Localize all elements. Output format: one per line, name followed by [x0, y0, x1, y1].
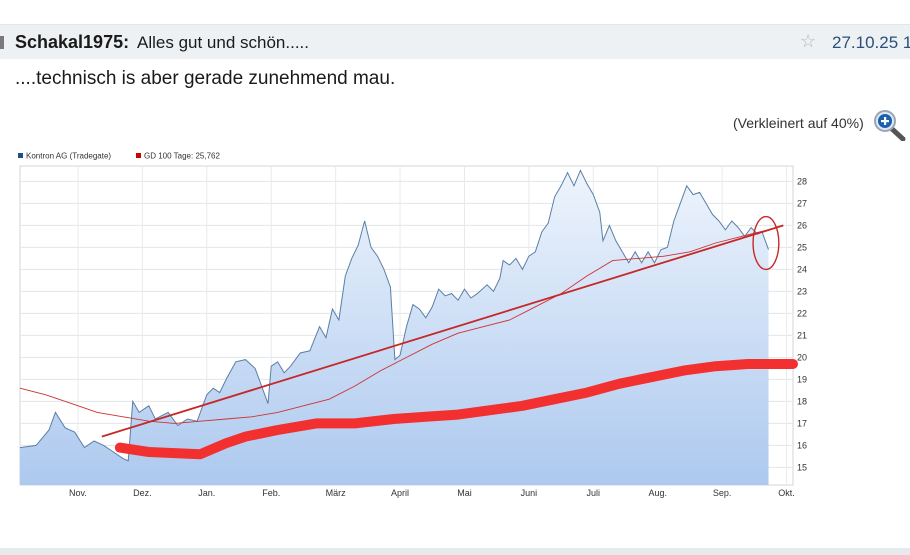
price-area: [20, 170, 769, 485]
y-tick-label: 19: [797, 374, 807, 384]
y-tick-label: 26: [797, 220, 807, 230]
hand-drawn-marker: [114, 359, 798, 460]
y-tick-label: 20: [797, 352, 807, 362]
x-tick-label: März: [326, 488, 346, 498]
stock-chart[interactable]: Kontron AG (Tradegate) GD 100 Tage: 25,7…: [15, 148, 835, 500]
y-tick-label: 25: [797, 242, 807, 252]
trendline: [101, 224, 784, 438]
y-tick-label: 17: [797, 418, 807, 428]
x-tick-label: Feb.: [262, 488, 280, 498]
x-axis: Nov. Dez. Jan. Feb. März April Mai Juni Juli Aug.…: [69, 488, 795, 498]
y-tick-label: 16: [797, 440, 807, 450]
star-icon[interactable]: ☆: [800, 31, 817, 51]
legend-label-price: Kontron AG (Tradegate): [26, 152, 111, 161]
x-tick-label: Sep.: [713, 488, 732, 498]
legend-swatch-gd100: [136, 153, 141, 158]
chart-legend: Kontron AG (Tradegate) GD 100 Tage: 25,7…: [18, 152, 220, 161]
x-tick-label: April: [391, 488, 409, 498]
x-tick-label: Jan.: [198, 488, 215, 498]
y-tick-label: 23: [797, 286, 807, 296]
x-tick-label: Dez.: [133, 488, 152, 498]
highlight-circle: [752, 215, 780, 271]
y-tick-label: 22: [797, 308, 807, 318]
image-size-note: (Verkleinert auf 40%): [733, 115, 864, 131]
zoom-in-icon[interactable]: [872, 109, 906, 141]
post-marker-icon: [0, 36, 4, 49]
y-tick-label: 21: [797, 330, 807, 340]
post-body: ....technisch is aber gerade zunehmend m…: [15, 68, 396, 89]
legend-label-gd100: GD 100 Tage: 25,762: [144, 152, 220, 161]
legend-swatch-price: [18, 153, 23, 158]
x-tick-label: Juni: [521, 488, 538, 498]
y-tick-label: 27: [797, 198, 807, 208]
post-subject: Alles gut und schön.....: [137, 33, 309, 52]
x-tick-label: Mai: [457, 488, 472, 498]
x-tick-label: Juli: [587, 488, 601, 498]
x-tick-label: Nov.: [69, 488, 87, 498]
y-tick-label: 28: [797, 176, 807, 186]
y-tick-label: 18: [797, 396, 807, 406]
y-tick-label: 15: [797, 462, 807, 472]
y-tick-label: 24: [797, 264, 807, 274]
post-author[interactable]: Schakal1975:: [15, 32, 130, 52]
x-tick-label: Aug.: [648, 488, 667, 498]
post-date: 27.10.25 1: [832, 33, 910, 52]
post-divider: [0, 548, 910, 555]
post-header: Schakal1975: Alles gut und schön..... ☆ …: [0, 24, 910, 59]
x-tick-label: Okt.: [778, 488, 795, 498]
y-axis: 15 16 17 18 19 20 21 22 23 24 25 26 27 28: [797, 176, 807, 472]
chart-plot: [19, 169, 798, 485]
gd100-line: [19, 229, 769, 424]
price-line: [19, 169, 769, 462]
